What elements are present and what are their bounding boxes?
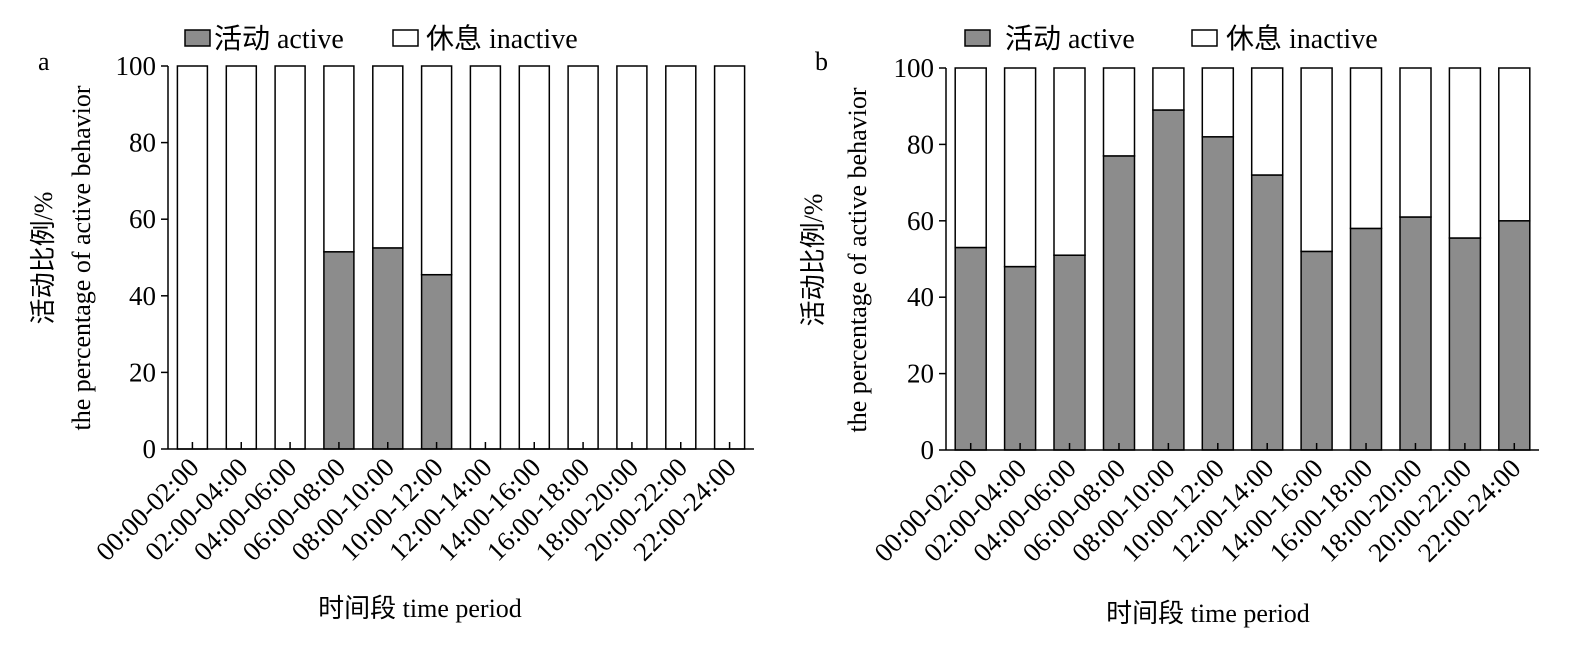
panel-letter: b bbox=[815, 47, 828, 76]
y-tick-label: 40 bbox=[129, 281, 156, 311]
legend: 活动 active 休息 inactive bbox=[184, 23, 578, 55]
x-axis-title: 时间段 time period bbox=[1106, 599, 1310, 628]
plot-area: 00:00-02:0002:00-04:0004:00-06:0006:00-0… bbox=[90, 51, 754, 567]
bar-segment-active bbox=[1448, 237, 1482, 451]
x-axis-title: 时间段 time period bbox=[318, 594, 522, 623]
bar-segment-active bbox=[1300, 250, 1333, 451]
bar-segment-inactive bbox=[1448, 67, 1482, 239]
legend-swatch-inactive bbox=[392, 29, 419, 47]
bar-segment-inactive bbox=[1102, 67, 1136, 157]
y-tick-label: 60 bbox=[129, 204, 156, 234]
bar-segment-inactive bbox=[1349, 67, 1383, 230]
bar-segment-inactive bbox=[1152, 67, 1185, 111]
bar-segment-inactive bbox=[1399, 67, 1432, 218]
bar-segment-active bbox=[1102, 155, 1136, 451]
y-tick-label: 20 bbox=[907, 359, 934, 389]
bar-segment-active bbox=[1152, 109, 1185, 451]
y-axis-title-line2: the percentage of active behavior bbox=[843, 87, 872, 432]
y-axis-title-line1: 活动比例/% bbox=[29, 192, 58, 325]
bar-segment-inactive bbox=[713, 65, 746, 450]
bar-segment-inactive bbox=[420, 65, 453, 276]
bar-segment-inactive bbox=[225, 65, 258, 450]
y-tick-label: 40 bbox=[907, 282, 934, 312]
bar-segment-inactive bbox=[1300, 67, 1333, 253]
y-tick-label: 100 bbox=[894, 53, 935, 83]
y-tick-label: 0 bbox=[143, 434, 157, 464]
bar-segment-inactive bbox=[567, 65, 599, 450]
bar-segment-active bbox=[1399, 216, 1432, 451]
bar-segment-inactive bbox=[323, 65, 355, 253]
legend-swatch-inactive bbox=[1191, 29, 1218, 47]
y-tick-label: 80 bbox=[907, 129, 934, 159]
bar-segment-inactive bbox=[1053, 67, 1086, 256]
bar-segment-active bbox=[1053, 254, 1086, 451]
chart-panel-a: a 活动 active 休息 inactive 活动比例/% the perce… bbox=[29, 23, 754, 623]
bar-segment-active bbox=[1201, 136, 1235, 451]
bar-segment-active bbox=[954, 246, 987, 451]
legend: 活动 active 休息 inactive bbox=[964, 23, 1378, 55]
legend-label-inactive: 休息 inactive bbox=[426, 23, 578, 55]
y-axis-title-line1: 活动比例/% bbox=[799, 194, 828, 327]
bar-segment-inactive bbox=[665, 65, 697, 450]
bar-segment-active bbox=[1349, 227, 1383, 451]
plot-area: 00:00-02:0002:00-04:0004:00-06:0006:00-0… bbox=[868, 53, 1539, 568]
legend-swatch-active bbox=[964, 29, 991, 47]
chart-panel-b: b 活动 active 休息 inactive 活动比例/% the perce… bbox=[799, 23, 1539, 628]
legend-label-active: 活动 active bbox=[214, 23, 344, 55]
bar-segment-active bbox=[1003, 265, 1037, 451]
bar-segment-active bbox=[1250, 174, 1284, 451]
bar-segment-inactive bbox=[274, 65, 306, 450]
legend-swatch-active bbox=[184, 29, 211, 47]
bar-segment-inactive bbox=[469, 65, 502, 450]
legend-label-inactive: 休息 inactive bbox=[1226, 23, 1378, 55]
y-axis-title-line2: the percentage of active behavior bbox=[67, 85, 96, 430]
y-tick-label: 100 bbox=[116, 51, 157, 81]
bar-segment-inactive bbox=[954, 67, 987, 249]
bar-segment-inactive bbox=[518, 65, 551, 450]
bar-segment-active bbox=[323, 251, 355, 450]
bar-segment-active bbox=[420, 273, 453, 450]
bar-segment-inactive bbox=[176, 65, 209, 450]
bar-segment-active bbox=[372, 247, 404, 450]
panel-letter: a bbox=[38, 47, 50, 76]
y-tick-label: 20 bbox=[129, 357, 156, 387]
bar-segment-inactive bbox=[1498, 67, 1531, 222]
y-tick-label: 0 bbox=[921, 435, 935, 465]
legend-label-active: 活动 active bbox=[1005, 23, 1135, 55]
bar-segment-inactive bbox=[1201, 67, 1235, 138]
bar-segment-inactive bbox=[372, 65, 404, 249]
bar-segment-inactive bbox=[1250, 67, 1284, 176]
y-tick-label: 60 bbox=[907, 206, 934, 236]
bar-segment-active bbox=[1498, 220, 1531, 451]
bar-segment-inactive bbox=[1003, 67, 1037, 268]
bar-segment-inactive bbox=[616, 65, 648, 450]
y-tick-label: 80 bbox=[129, 128, 156, 158]
